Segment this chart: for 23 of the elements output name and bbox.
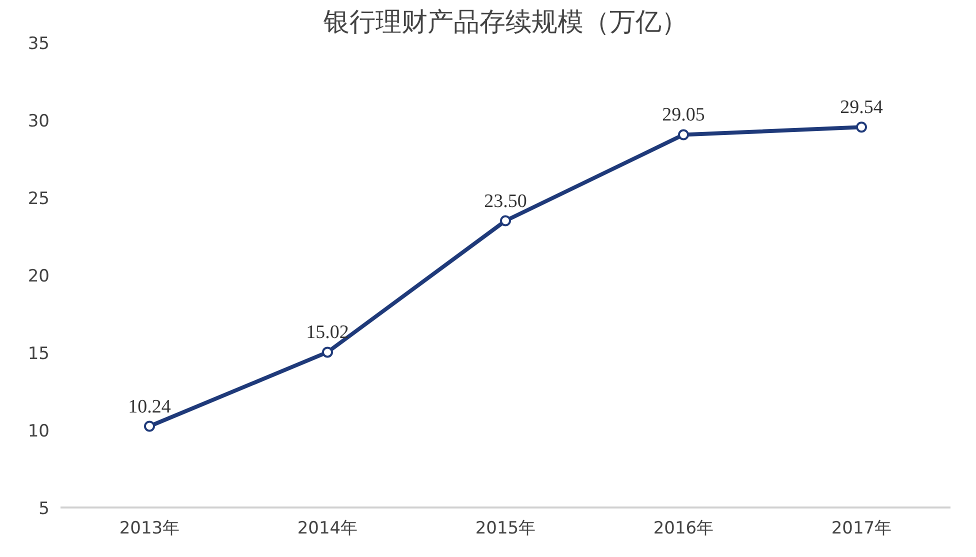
point — [322, 346, 333, 358]
point — [678, 129, 689, 140]
text: 29.05 — [662, 104, 705, 126]
x-tick-label: 2016年 — [653, 518, 714, 538]
x-tick-label: 2017年 — [831, 518, 892, 538]
point — [500, 215, 511, 226]
text: 10.24 — [128, 396, 171, 418]
text: 29.54 — [840, 97, 883, 118]
y-tick-label: 20 — [28, 266, 50, 286]
y-tick-label: 35 — [28, 34, 50, 54]
x-tick-label: 2015年 — [475, 518, 536, 538]
text: 23.50 — [484, 190, 527, 212]
y-tick-label: 30 — [28, 112, 50, 132]
y-tick-label: 10 — [28, 422, 50, 442]
y-tick-label: 15 — [28, 344, 50, 364]
text: 15.02 — [306, 322, 349, 344]
x-tick-label: 2013年 — [119, 518, 180, 538]
chart-title: 银行理财产品存续规模（万亿） — [322, 8, 688, 38]
point — [856, 122, 867, 133]
x-tick-label: 2014年 — [297, 518, 358, 538]
y-tick-label: 5 — [38, 499, 50, 519]
point — [144, 420, 155, 432]
y-tick-label: 25 — [28, 189, 50, 209]
